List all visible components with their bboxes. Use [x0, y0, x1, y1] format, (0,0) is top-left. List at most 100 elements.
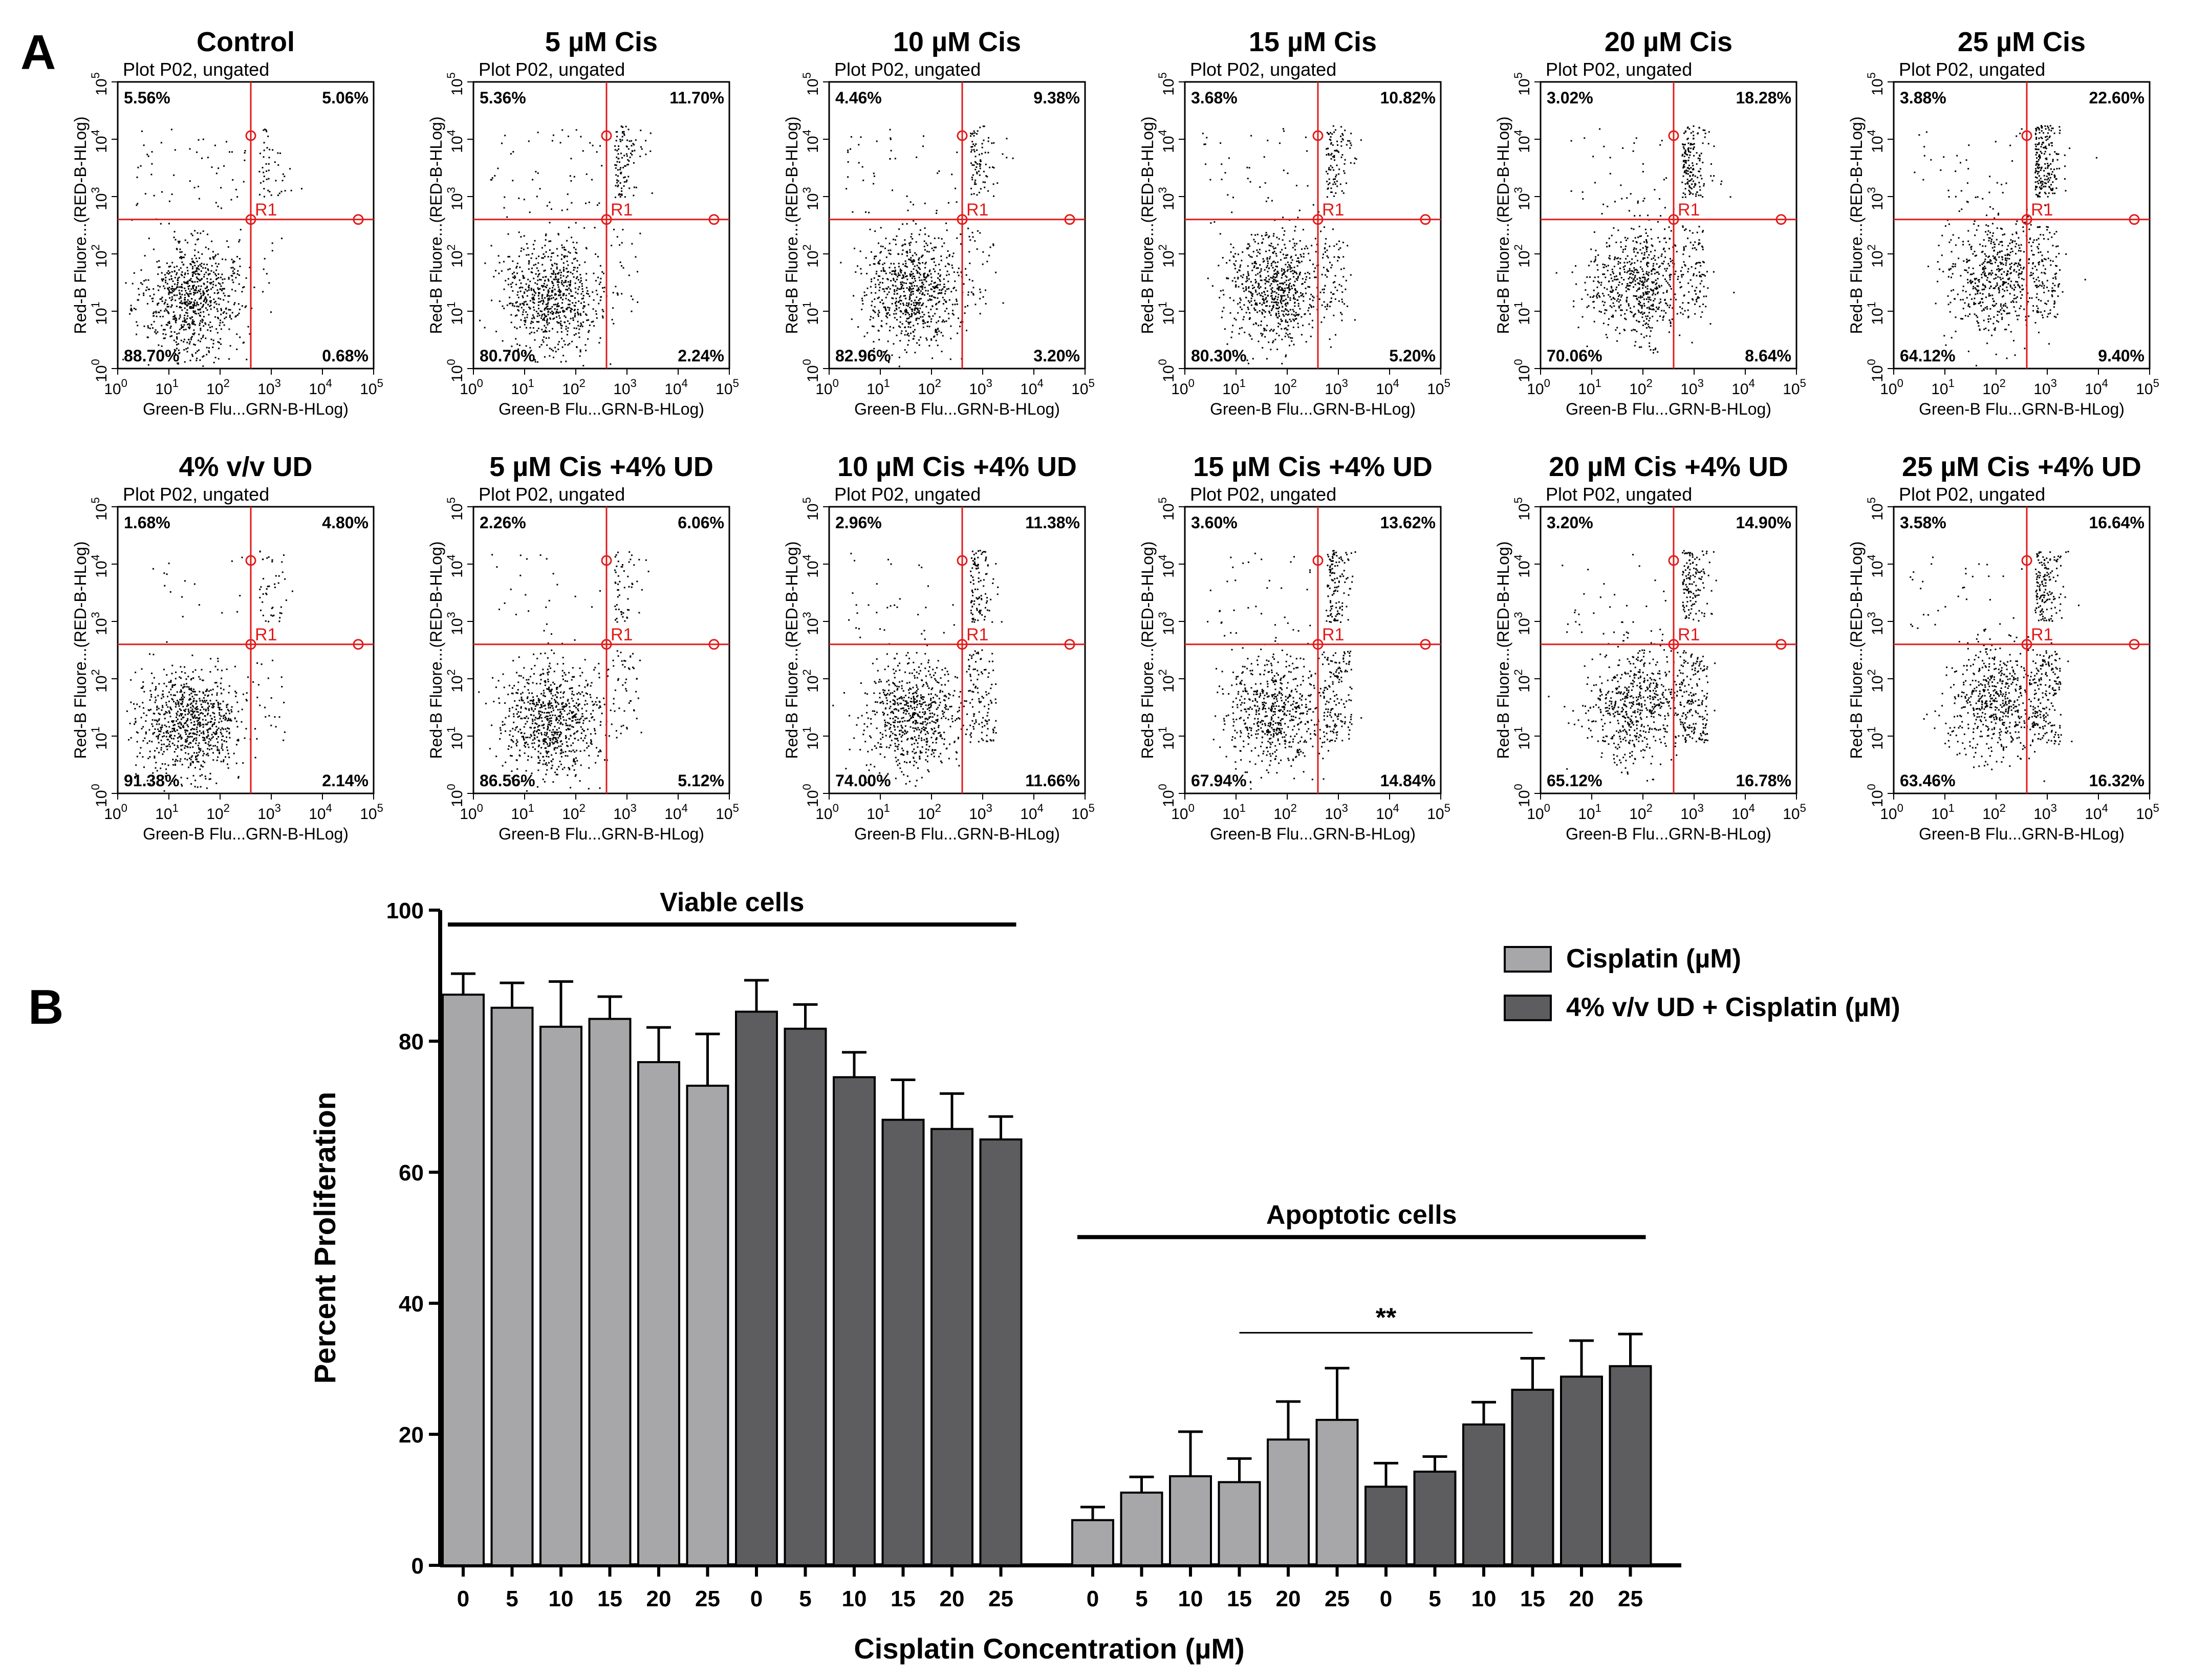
x-tick-exponent: 5 — [1444, 377, 1450, 390]
x-tick-exponent: 0 — [477, 802, 483, 814]
y-tick-exponent: 5 — [800, 497, 813, 503]
x-tick-label: 101 — [866, 377, 890, 398]
y-tick-exponent: 5 — [1156, 497, 1169, 503]
gate-handle — [1668, 639, 1679, 650]
y-tick-label: 103 — [800, 612, 821, 635]
x-tick-exponent: 0 — [1188, 377, 1195, 390]
x-tick-exponent: 1 — [884, 377, 890, 390]
x-tick-label: 101 — [155, 377, 179, 398]
x-tick-label: 102 — [562, 377, 586, 398]
x-tick-label: 105 — [716, 377, 739, 398]
quadrant-label-upper-left: 3.60% — [1191, 513, 1238, 532]
group-label: Viable cells — [660, 888, 804, 917]
y-axis-label: Red-B Fluore...(RED-B-HLog) — [1847, 542, 1866, 759]
bar — [1169, 1475, 1212, 1566]
quadrant-label-upper-right: 10.82% — [1380, 89, 1436, 107]
x-tick-exponent: 2 — [579, 802, 586, 814]
y-tick-label: 101 — [445, 726, 466, 750]
quadrant-label-lower-left: 82.96% — [835, 347, 891, 365]
y-tick-label: 100 — [1865, 784, 1886, 807]
y-tick-exponent: 3 — [89, 612, 102, 618]
y-tick-label: 100 — [800, 784, 821, 807]
x-tick-label: 105 — [1427, 377, 1450, 398]
x-axis-label: Green-B Flu...GRN-B-HLog) — [1919, 825, 2125, 843]
gate-label: Plot P02, ungated — [834, 484, 981, 505]
y-tick-label: 100 — [1512, 359, 1533, 382]
quadrant-label-lower-right: 8.64% — [1745, 347, 1791, 365]
x-tick-exponent: 0 — [1188, 802, 1195, 814]
y-tick-exponent: 5 — [445, 72, 458, 78]
y-tick-label: 103 — [445, 187, 466, 210]
y-tick-label: 102 — [800, 244, 821, 268]
data-points — [1910, 551, 2079, 782]
gate-handle — [1312, 214, 1324, 225]
y-tick-label: 101 — [1156, 301, 1177, 325]
y-tick-exponent: 2 — [800, 669, 813, 675]
y-tick-exponent: 4 — [445, 554, 458, 561]
x-tick-label: 103 — [613, 802, 637, 823]
gate-label: Plot P02, ungated — [1899, 59, 2045, 80]
bar — [979, 1138, 1023, 1566]
y-tick-exponent: 4 — [89, 554, 102, 561]
bar — [1071, 1519, 1114, 1566]
y-axis-label: Red-B Fluore...(RED-B-HLog) — [1847, 117, 1866, 334]
x-tick-label: 101 — [1222, 377, 1246, 398]
bar — [1364, 1485, 1407, 1566]
flow-plot-title: Control — [197, 27, 295, 57]
x-axis-label: Green-B Flu...GRN-B-HLog) — [499, 825, 704, 843]
y-tick-exponent: 3 — [1512, 187, 1525, 193]
x-tick-label: 102 — [918, 377, 941, 398]
x-tick-label: 103 — [1680, 377, 1704, 398]
y-tick-label: 103 — [1512, 187, 1533, 210]
y-tick-exponent: 4 — [1512, 554, 1525, 561]
y-tick-exponent: 0 — [1865, 359, 1878, 365]
y-axis-label: Percent Proliferation — [309, 1092, 342, 1384]
x-tick-label: 103 — [2033, 802, 2057, 823]
y-tick-exponent: 1 — [800, 301, 813, 308]
quadrant-label-upper-left: 2.26% — [480, 513, 526, 532]
x-tick-label: 15 — [1520, 1586, 1545, 1611]
x-tick-exponent: 5 — [1800, 802, 1806, 814]
y-tick-label: 105 — [1865, 72, 1886, 96]
gate-handle — [1312, 130, 1324, 141]
x-tick-exponent: 0 — [1897, 377, 1903, 390]
flow-plot-title: 15 µM Cis +4% UD — [1193, 451, 1433, 482]
y-tick-label: 103 — [1865, 187, 1886, 210]
y-tick-label: 105 — [1512, 72, 1533, 96]
x-tick-label: 103 — [969, 802, 992, 823]
y-tick-exponent: 3 — [1156, 187, 1169, 193]
x-tick-exponent: 1 — [528, 802, 534, 814]
x-tick-label: 104 — [2085, 802, 2108, 823]
x-tick-label: 10 — [549, 1586, 574, 1611]
x-tick-label: 15 — [597, 1586, 622, 1611]
x-tick-exponent: 0 — [121, 802, 127, 814]
quadrant-label-lower-left: 64.12% — [1900, 347, 1956, 365]
y-axis-label: Red-B Fluore...(RED-B-HLog) — [783, 117, 801, 334]
x-tick-exponent: 2 — [1291, 802, 1297, 814]
x-tick-label: 103 — [613, 377, 637, 398]
x-tick-exponent: 5 — [377, 802, 383, 814]
y-tick-exponent: 0 — [1865, 784, 1878, 790]
gate-handle — [245, 639, 256, 650]
quadrant-label-upper-right: 6.06% — [678, 513, 724, 532]
y-tick-label: 105 — [800, 497, 821, 521]
gate-region-label: R1 — [611, 200, 633, 220]
flow-plot-title: 25 µM Cis +4% UD — [1902, 451, 2141, 482]
bar — [442, 994, 485, 1566]
x-tick-label: 25 — [988, 1586, 1013, 1611]
bar — [1462, 1423, 1505, 1567]
y-tick-exponent: 3 — [1156, 612, 1169, 618]
x-tick-exponent: 1 — [1595, 377, 1601, 390]
y-tick-exponent: 2 — [89, 669, 102, 675]
bar — [881, 1118, 925, 1567]
gate-handle — [2129, 639, 2140, 650]
gate-handle — [2129, 214, 2140, 225]
x-tick-exponent: 1 — [1240, 377, 1246, 390]
x-tick-label: 105 — [1071, 802, 1095, 823]
y-tick-label: 101 — [800, 301, 821, 325]
x-tick-label: 102 — [1629, 802, 1653, 823]
x-tick-label: 102 — [1273, 377, 1297, 398]
x-tick-label: 105 — [1427, 802, 1450, 823]
